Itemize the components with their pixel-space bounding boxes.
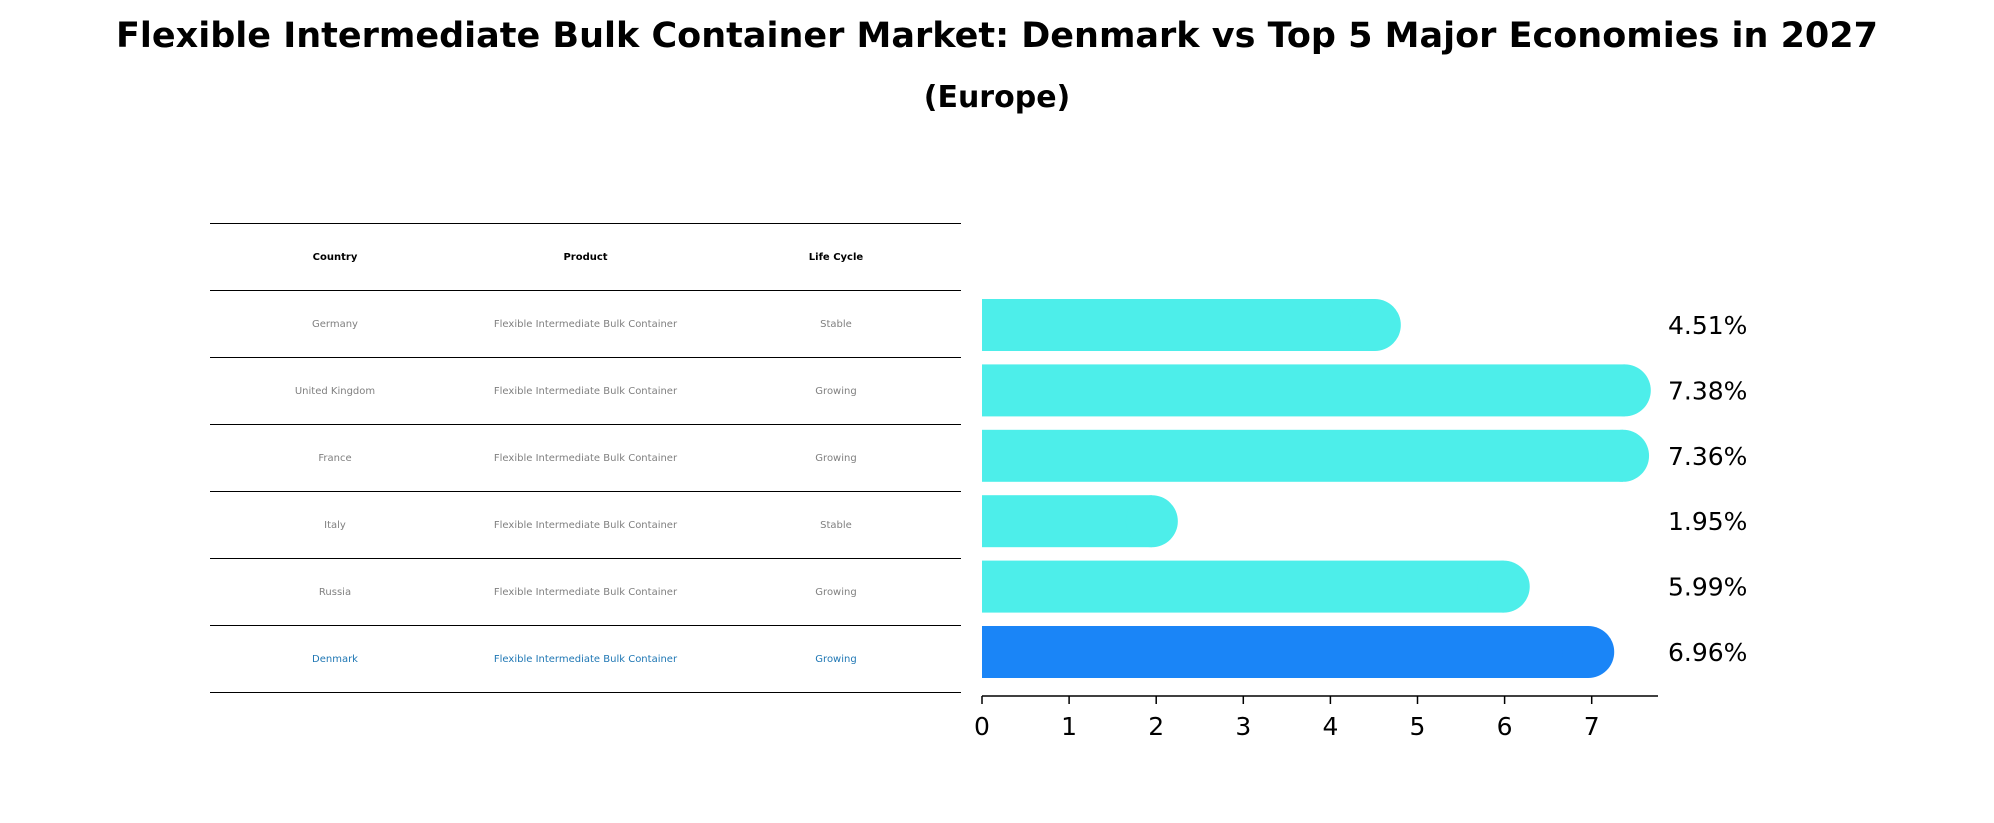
bar-france	[982, 429, 1624, 482]
cell-life-cycle: Stable	[820, 519, 852, 531]
x-tick-label: 3	[1235, 712, 1251, 741]
cell-life-cycle: Stable	[820, 318, 852, 330]
cell-country: United Kingdom	[294, 385, 376, 397]
value-label: 4.51%	[1668, 311, 1747, 340]
cell-product: Flexible Intermediate Bulk Container	[493, 519, 678, 531]
cell-life-cycle: Growing	[815, 586, 857, 598]
chart-title: Flexible Intermediate Bulk Container Mar…	[116, 16, 1878, 56]
cell-country: Denmark	[312, 653, 358, 665]
bar-russia	[982, 560, 1504, 613]
x-tick-label: 1	[1061, 712, 1077, 741]
table-row: United Kingdom Flexible Intermediate Bul…	[210, 358, 961, 425]
cell-life-cycle: Growing	[815, 452, 857, 464]
x-tick-label: 4	[1322, 712, 1338, 741]
bar-cap	[1477, 560, 1530, 613]
cell-product: Flexible Intermediate Bulk Container	[493, 385, 678, 397]
bar-cap	[1598, 364, 1651, 417]
bar-cap	[1125, 495, 1178, 548]
cell-country: Germany	[312, 318, 358, 330]
value-label: 6.96%	[1668, 638, 1747, 667]
cell-life-cycle: Growing	[815, 385, 857, 397]
value-label: 1.95%	[1668, 507, 1747, 536]
x-tick-label: 7	[1584, 712, 1600, 741]
cell-product: Flexible Intermediate Bulk Container	[493, 452, 678, 464]
chart-subtitle: (Europe)	[923, 80, 1071, 115]
value-label: 7.36%	[1668, 442, 1747, 471]
bar-united-kingdom	[982, 364, 1625, 417]
cell-life-cycle: Growing	[815, 653, 857, 665]
x-tick-label: 6	[1497, 712, 1513, 741]
header-product: Product	[563, 251, 608, 263]
cell-country: Russia	[318, 586, 352, 598]
x-tick-label: 5	[1410, 712, 1426, 741]
bar-cap	[1597, 429, 1650, 482]
cell-country: Italy	[324, 519, 346, 531]
bar-cap	[1562, 626, 1615, 678]
table-row: Italy Flexible Intermediate Bulk Contain…	[210, 492, 961, 559]
bar-italy	[982, 495, 1152, 548]
table-row-highlight: Denmark Flexible Intermediate Bulk Conta…	[210, 626, 961, 693]
value-label: 7.38%	[1668, 376, 1747, 405]
x-tick-label: 2	[1148, 712, 1164, 741]
cell-product: Flexible Intermediate Bulk Container	[493, 653, 678, 665]
country-table: Country Product Life Cycle Germany Flexi…	[210, 223, 961, 693]
table-row: Germany Flexible Intermediate Bulk Conta…	[210, 291, 961, 358]
bar-cap	[1348, 299, 1401, 351]
table-row: France Flexible Intermediate Bulk Contai…	[210, 425, 961, 492]
header-country: Country	[312, 251, 358, 263]
cell-product: Flexible Intermediate Bulk Container	[493, 318, 678, 330]
header-life-cycle: Life Cycle	[808, 251, 864, 263]
x-tick-label: 0	[974, 712, 990, 741]
table-row: Russia Flexible Intermediate Bulk Contai…	[210, 559, 961, 626]
cell-country: France	[318, 452, 352, 464]
bar-germany	[982, 299, 1375, 351]
table-header-row: Country Product Life Cycle	[210, 223, 961, 291]
cell-product: Flexible Intermediate Bulk Container	[493, 586, 678, 598]
value-label: 5.99%	[1668, 573, 1747, 602]
bar-denmark	[982, 626, 1589, 678]
